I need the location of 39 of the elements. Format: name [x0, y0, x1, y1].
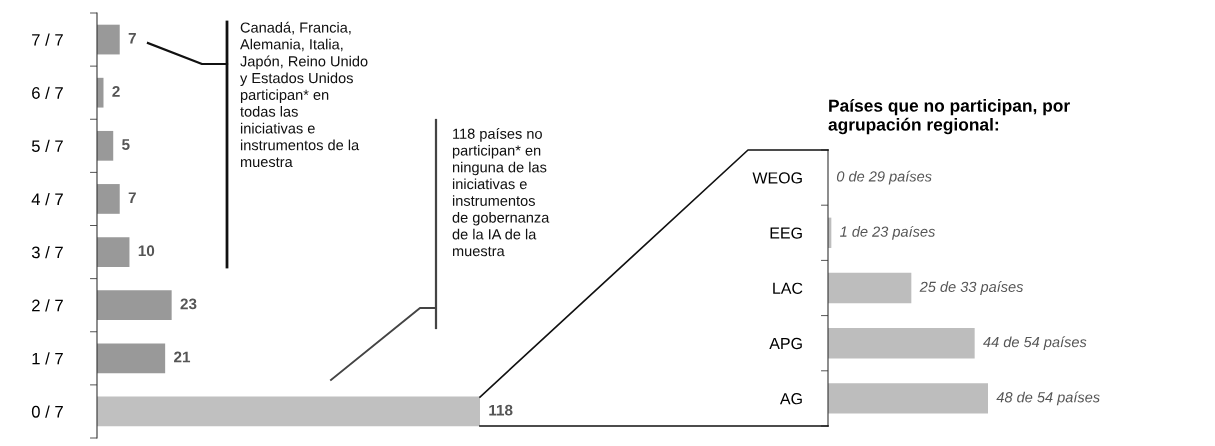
bar	[97, 184, 120, 214]
bar	[828, 383, 988, 414]
data-label: 44 de 54 países	[983, 336, 1087, 351]
data-label: 21	[174, 351, 191, 363]
y-tick-label: 6 / 7	[32, 86, 63, 99]
y-tick-label: 4 / 7	[31, 192, 63, 206]
y-tick-label: LAC	[773, 282, 803, 294]
text: Canadá, Francia, Alemania, Italia, Japón, Reino Unido y Estados Unidos participan* en todas las iniciativas e instrumentos de la muestra	[240, 21, 368, 168]
bar	[828, 328, 975, 359]
y-tick-label: WEOG	[752, 172, 802, 184]
data-label: 25 de 33 países	[919, 281, 1024, 295]
data-label: 1 de 23 países	[840, 225, 936, 240]
data-label: 7	[128, 192, 136, 203]
bar	[97, 290, 172, 321]
y-tick-label: 5 / 7	[31, 139, 63, 153]
data-label: 7	[128, 33, 136, 44]
data-label: 23	[180, 298, 197, 310]
data-label: 48 de 54 países	[996, 391, 1100, 406]
bar	[97, 237, 130, 267]
chart-title: Países que no participan, por agrupación regional:	[828, 98, 1070, 135]
bar	[828, 272, 912, 304]
annotation: 118 países no participan* en ninguna de las iniciativas e instrumentos de gobernanza de la IA de la muestra	[452, 128, 550, 257]
data-label: 118	[489, 404, 513, 416]
y-tick-label: 2 / 7	[32, 299, 63, 312]
data-label: 5	[122, 139, 130, 150]
y-tick-label: APG	[769, 337, 802, 350]
y-tick-label: 7 / 7	[32, 33, 63, 46]
y-tick-label: 1 / 7	[32, 352, 63, 365]
y-tick-label: AG	[779, 393, 802, 405]
bar	[97, 396, 480, 427]
data-label: 10	[138, 245, 155, 257]
data-label: 2	[112, 85, 120, 97]
y-tick-label: 0 / 7	[31, 405, 63, 418]
y-tick-label: EEG	[770, 227, 802, 239]
y-tick-label: 3 / 7	[31, 246, 63, 259]
bar	[97, 24, 120, 55]
data-label: 0 de 29 países	[836, 170, 932, 185]
bar	[97, 343, 166, 374]
bar	[97, 130, 114, 161]
